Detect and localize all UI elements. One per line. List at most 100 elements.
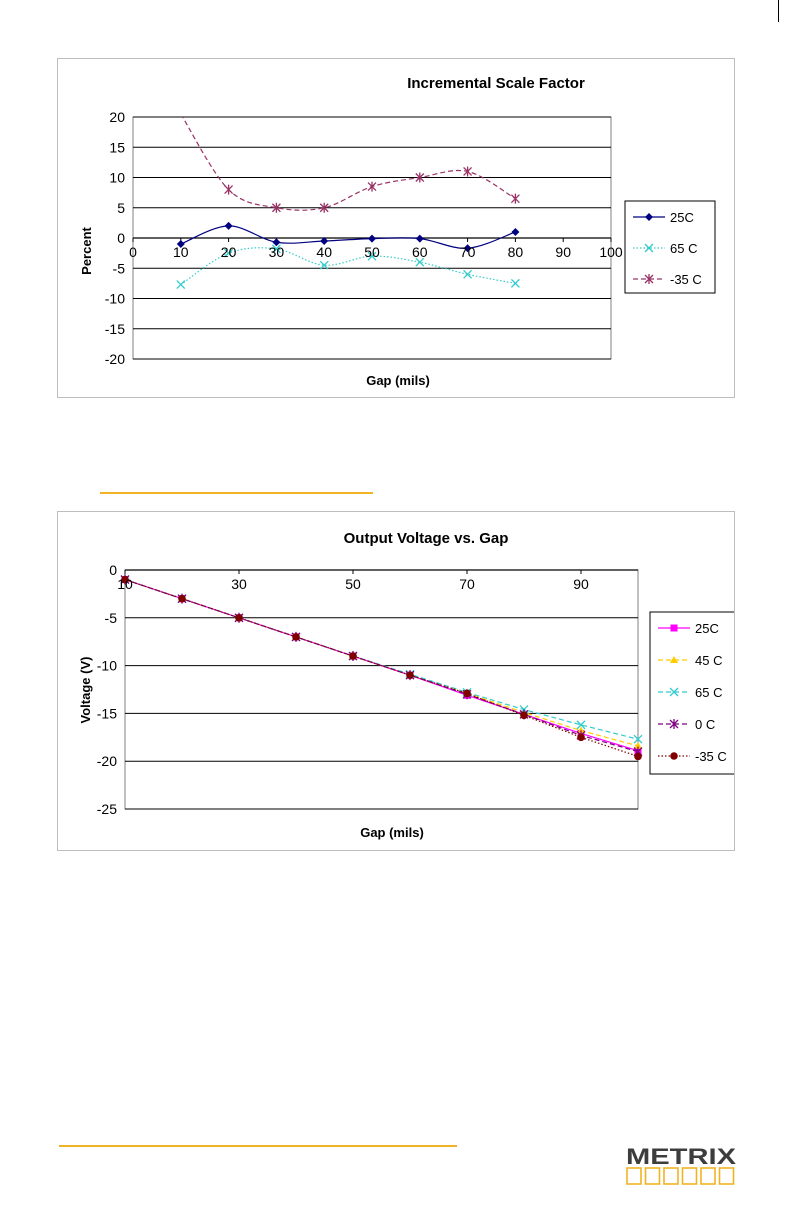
data-point [511,227,520,236]
y-tick-label: -15 [105,321,125,337]
data-point [520,711,528,720]
data-point [176,280,186,290]
data-point [320,237,329,246]
data-point [510,193,520,204]
legend-marker [644,274,654,284]
y-tick-label: -5 [113,260,126,276]
y-tick-label: -25 [97,801,117,817]
y-tick-label: 10 [109,170,125,186]
data-point [406,671,414,679]
x-tick-label: 40 [316,244,332,260]
data-point [178,594,186,603]
chart2-gridlines [124,569,639,810]
legend-label: 0 C [695,717,715,732]
logo-bar [626,1167,642,1185]
logo-bar [718,1167,735,1185]
data-point [634,741,642,749]
data-point [121,575,129,584]
chart2-y-axis-label: Voltage (V) [78,657,93,724]
legend-entry: -35 C [633,272,702,287]
x-tick-label: 30 [269,244,285,260]
data-point [224,221,233,230]
legend-label: 25C [695,621,719,636]
legend-entry: 25C [658,621,719,636]
x-tick-label: 70 [459,576,475,592]
data-point [633,734,643,744]
legend-entry: -35 C [658,749,727,764]
logo-bar [700,1167,716,1185]
y-tick-label: -10 [105,291,125,307]
chart2-tick-labels: 0 -5 -10 -15 -20 -25 10 30 50 70 90 [97,562,589,817]
data-point [634,752,642,761]
legend-box [624,200,716,294]
y-tick-label: 15 [109,139,125,155]
data-point [292,633,300,641]
series-25c [176,221,520,253]
legend-label: 25C [670,210,694,225]
legend-marker [670,624,678,632]
legend-label: 65 C [695,685,722,700]
y-tick-label: -20 [97,753,117,769]
logo-wordmark: METRIX [626,1144,736,1169]
series-line [125,578,638,753]
y-tick-label: -15 [97,705,117,721]
data-point [576,720,586,730]
x-tick-label: 50 [364,244,380,260]
metrix-logo: METRIX [626,1144,736,1185]
chart1-series-group [176,117,520,290]
data-point [463,166,473,177]
data-point [272,238,281,247]
legend-marker [644,243,654,253]
x-tick-label: 50 [345,576,361,592]
legend-marker [669,687,679,697]
x-tick-label: 60 [412,244,428,260]
footer-divider-line [59,1145,457,1147]
data-point [577,726,585,734]
series-65c [176,244,520,290]
legend-label: -35 C [695,749,727,764]
chart2-svg: 0 -5 -10 -15 -20 -25 10 30 50 70 90 Output Voltage… [78,530,734,840]
y-tick-label: 5 [117,200,125,216]
incremental-scale-factor-chart: 20 15 10 5 0 -5 -10 -15 -20 0 10 20 30 40 50 60 70 80 90 10… [57,58,735,398]
x-tick-label: 30 [231,576,247,592]
output-voltage-vs-gap-chart: 0 -5 -10 -15 -20 -25 10 30 50 70 90 Output Voltage… [57,511,735,851]
data-point [415,234,424,243]
x-tick-label: 10 [173,244,189,260]
data-point [463,269,473,279]
legend-label: -35 C [670,272,702,287]
data-point [415,257,425,267]
chart2-title: Output Voltage vs. Gap [344,530,509,547]
chart1-legend: 25C 65 C -35 C [624,200,716,294]
legend-marker [670,752,678,760]
logo-bar [644,1167,661,1185]
data-point [577,733,585,742]
data-point [367,181,377,192]
legend-label: 45 C [695,653,722,668]
data-point [271,202,281,213]
x-tick-label: 70 [460,244,476,260]
divider-line [100,492,373,494]
chart1-y-axis-label: Percent [79,226,94,274]
data-point [367,251,377,261]
legend-box [649,611,734,775]
x-tick-label: 90 [573,576,589,592]
data-point [319,260,329,270]
data-point [463,689,471,698]
logo-bar [681,1167,698,1185]
x-tick-label: 100 [599,244,623,260]
data-point [415,172,425,183]
y-tick-label: -10 [97,658,117,674]
legend-marker [670,656,678,663]
legend-entry: 65 C [633,241,697,256]
chart1-title: Incremental Scale Factor [407,75,585,92]
y-tick-label: 20 [109,109,125,125]
legend-entry: 45 C [658,653,722,668]
legend-label: 65 C [670,241,697,256]
data-point [510,278,520,288]
legend-entry: 25C [633,210,694,225]
crop-mark [778,0,779,22]
series-line [180,247,516,286]
series--35c [181,117,520,213]
